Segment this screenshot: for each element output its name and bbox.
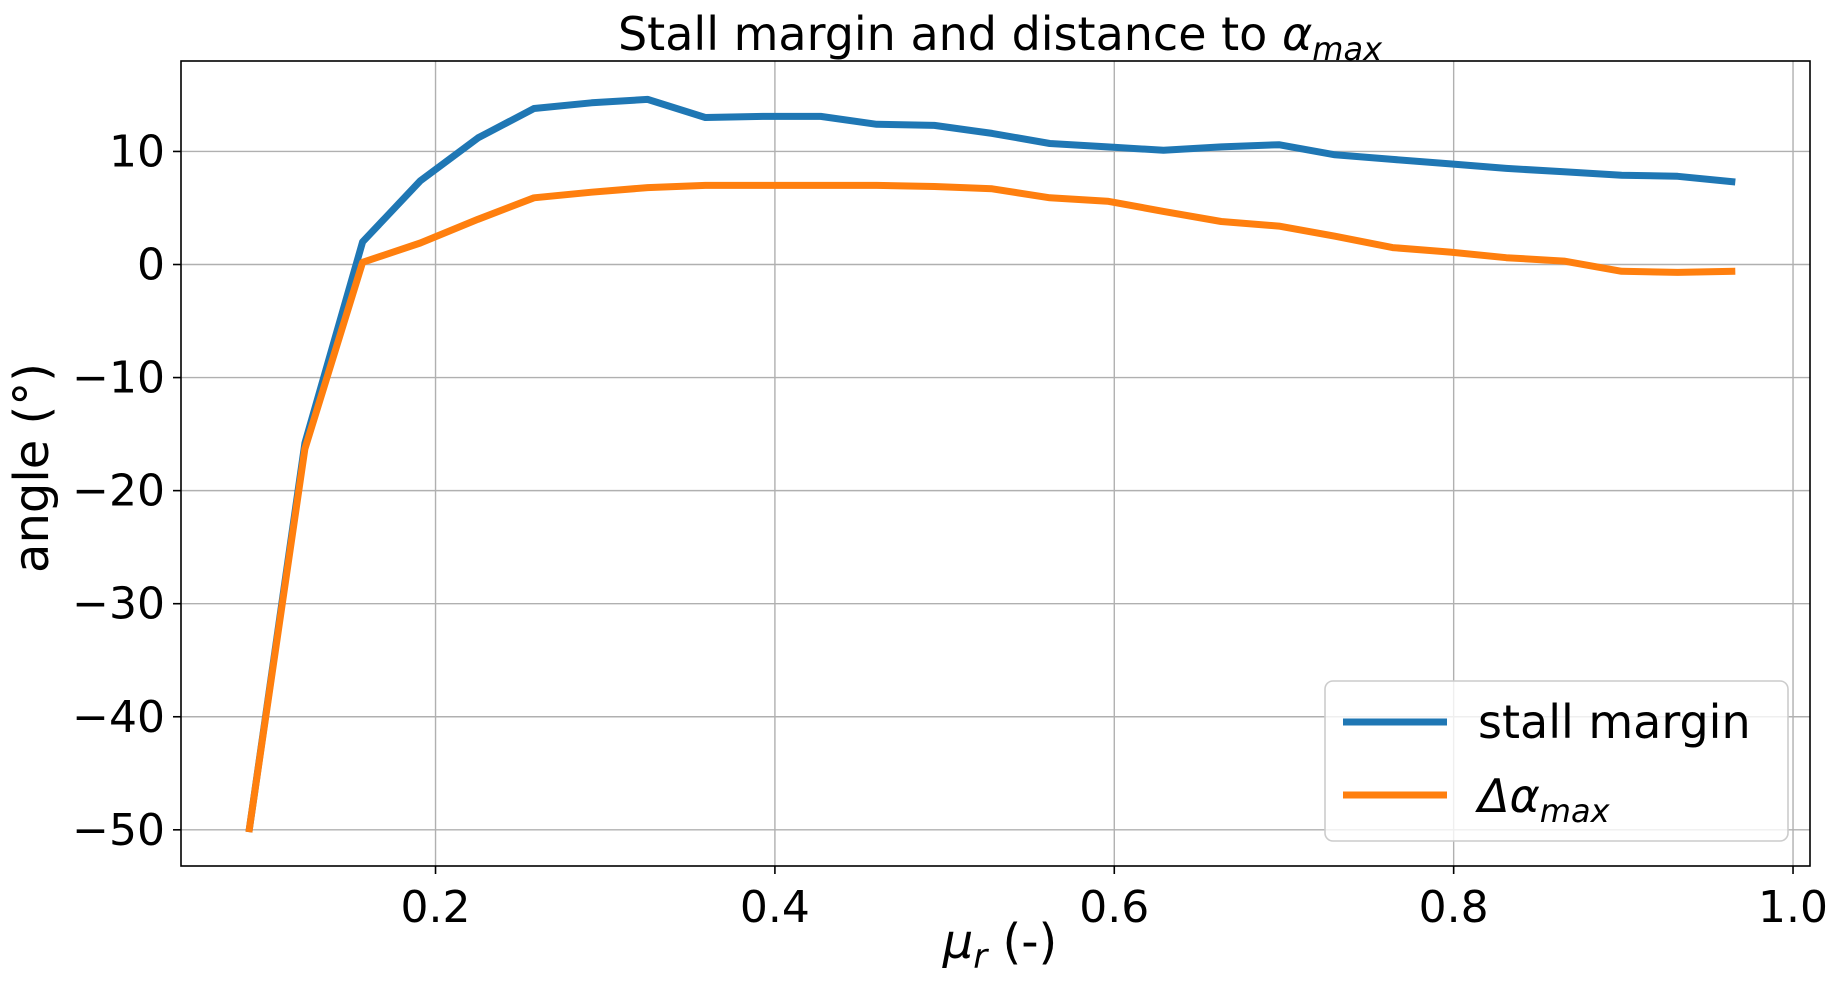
x-tick-label: 0.8 <box>1419 882 1489 933</box>
chart-title: Stall margin and distance to αmax <box>618 7 1383 68</box>
legend-label-delta-alpha-max: Δαmax <box>1475 769 1611 830</box>
y-tick-label: 10 <box>109 126 165 177</box>
y-tick-label: −10 <box>72 353 165 404</box>
plot-frame <box>180 60 1811 867</box>
y-axis-label: angle (°) <box>4 363 60 573</box>
chart-title-text: Stall margin and distance to <box>618 7 1282 61</box>
chart-title-symbol: α <box>1282 7 1312 61</box>
x-tick-label: 0.6 <box>1079 882 1149 933</box>
x-axis-label-symbol: μ <box>942 914 974 970</box>
y-tick-label: 0 <box>137 240 165 291</box>
series-lines <box>245 95 1736 833</box>
x-axis-label-suffix: (-) <box>987 914 1057 970</box>
legend-label-delta-alpha-subscript: max <box>1540 792 1611 830</box>
y-tick-label: −40 <box>72 692 165 743</box>
legend: stall margin Δαmax <box>1324 680 1789 842</box>
y-tick-label: −50 <box>72 805 165 856</box>
x-tick-label: 0.2 <box>401 882 471 933</box>
x-tick-label: 0.4 <box>740 882 810 933</box>
series-line-delta-alpha-max <box>245 181 1736 833</box>
x-axis-label-subscript: r <box>973 937 989 977</box>
legend-label-delta-alpha-symbol: Δα <box>1475 769 1540 823</box>
series-line-stall-margin <box>245 95 1736 833</box>
y-tick-label: −30 <box>72 579 165 630</box>
chart-title-subscript: max <box>1312 30 1383 68</box>
axis-ticks: 0.2 0.4 0.6 0.8 1.0 10 0 −10 −20 −30 −40 −50 <box>72 126 1828 933</box>
legend-label-stall-margin: stall margin <box>1478 695 1751 749</box>
x-axis-label: μr (-) <box>942 914 1058 977</box>
x-tick-label: 1.0 <box>1758 882 1828 933</box>
y-tick-label: −20 <box>72 466 165 517</box>
